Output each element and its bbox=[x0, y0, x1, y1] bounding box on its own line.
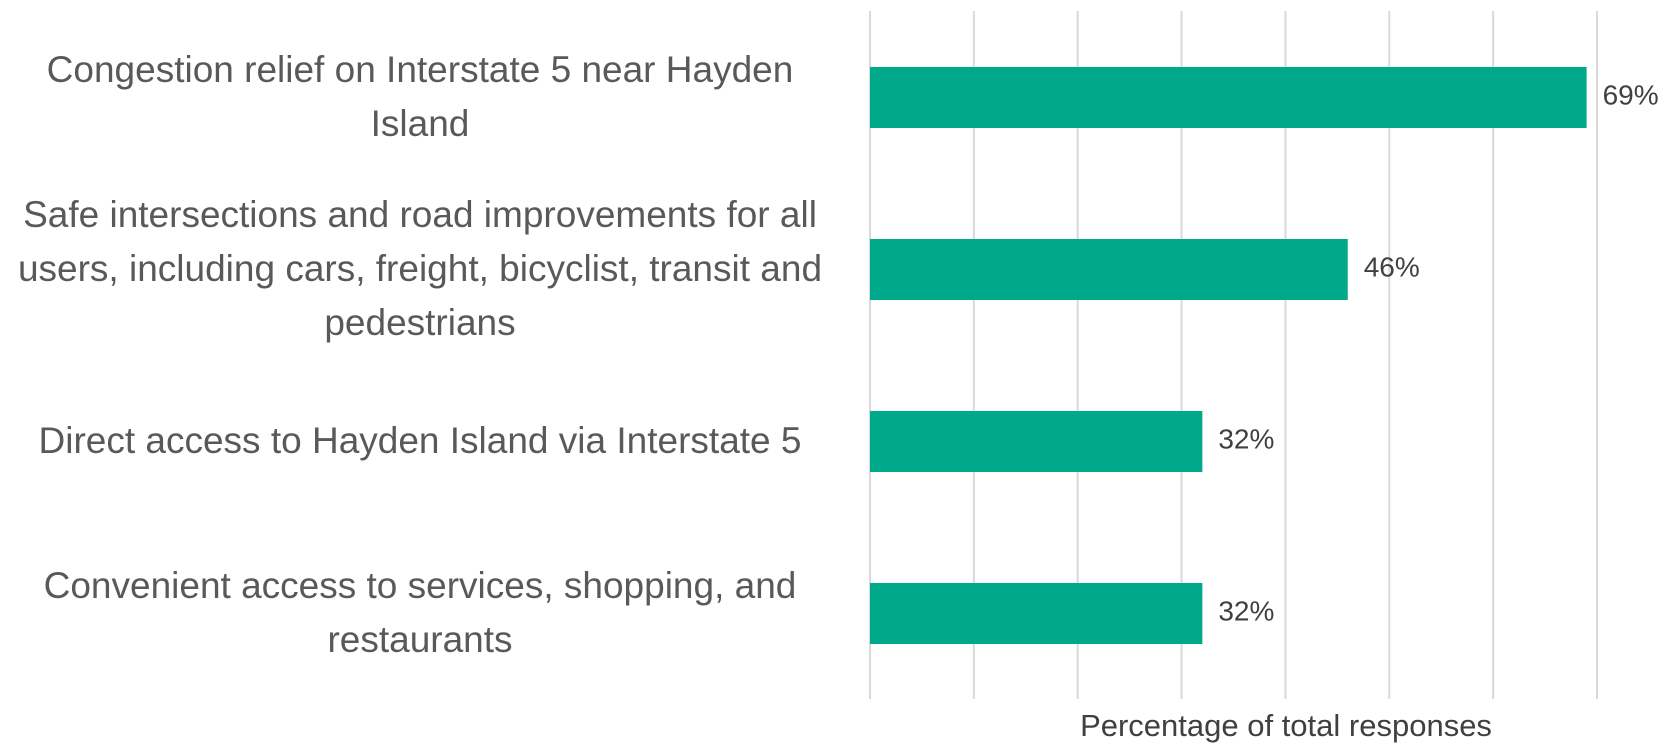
bar bbox=[870, 411, 1203, 472]
category-label: Convenient access to services, shopping,… bbox=[43, 565, 797, 660]
category-label: Direct access to Hayden Island via Inter… bbox=[38, 420, 802, 461]
bar bbox=[870, 67, 1587, 128]
value-label: 46% bbox=[1364, 251, 1420, 282]
bar bbox=[870, 239, 1348, 300]
bar bbox=[870, 583, 1203, 644]
category-label: Congestion relief on Interstate 5 near H… bbox=[46, 49, 794, 144]
value-label: 32% bbox=[1218, 423, 1274, 454]
category-label: Safe intersections and road improvements… bbox=[17, 194, 823, 343]
x-axis-label: Percentage of total responses bbox=[1080, 708, 1492, 743]
value-label: 69% bbox=[1603, 79, 1659, 110]
value-label: 32% bbox=[1218, 595, 1274, 626]
